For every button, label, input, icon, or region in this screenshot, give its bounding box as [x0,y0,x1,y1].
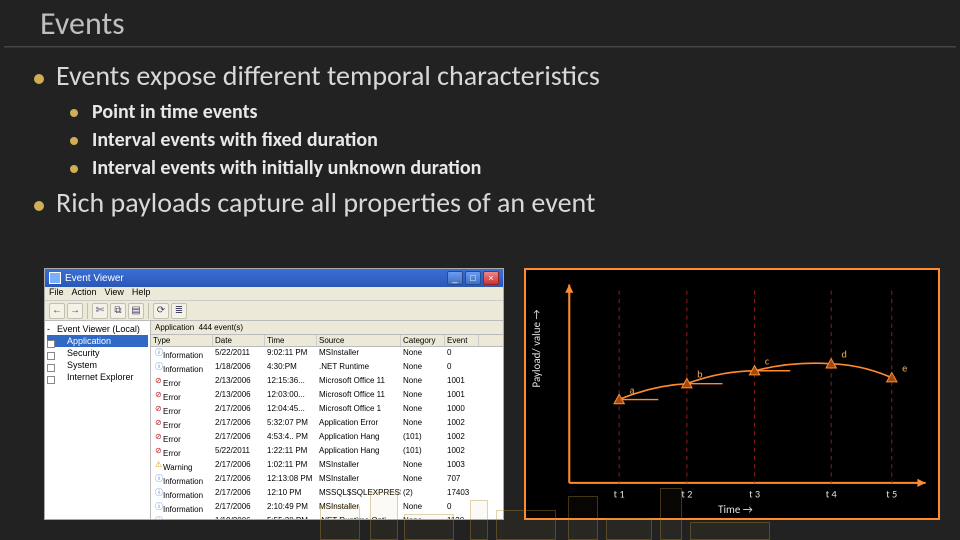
menu-file[interactable]: File [49,287,64,300]
rows-container[interactable]: ⓘInformation5/22/20119:02:11 PMMSInstall… [151,347,503,519]
minimize-button[interactable]: _ [447,271,463,285]
bullet-text: Events expose different temporal charact… [56,58,600,93]
info-icon: ⓘ [153,487,163,498]
col-event[interactable]: Event [445,335,479,346]
col-time[interactable]: Time [265,335,317,346]
svg-text:t 5: t 5 [886,487,897,500]
table-row[interactable]: ⊘Error2/13/200612:15:36...Microsoft Offi… [151,375,503,389]
bullet-text: Rich payloads capture all properties of … [56,185,595,220]
menubar[interactable]: File Action View Help [45,287,503,301]
info-icon: ⓘ [153,501,163,512]
toolbar: ← → ✄ ⧉ ▤ ⟳ ≣ [45,301,503,321]
event-viewer-window: Event Viewer _ □ × File Action View Help… [44,268,504,520]
svg-text:t 2: t 2 [681,487,692,500]
menu-view[interactable]: View [105,287,124,300]
tree-root[interactable]: Event Viewer (Local) [47,323,148,335]
table-row[interactable]: ⚠Warning2/17/20061:02:11 PMMSInstallerNo… [151,459,503,473]
svg-text:c: c [765,355,770,368]
table-row[interactable]: ⊘Error5/22/20111:22:11 PMApplication Han… [151,445,503,459]
tree-item-application[interactable]: Application [47,335,148,347]
table-row[interactable]: ⓘInformation2/17/20062:10:49 PMMSInstall… [151,501,503,515]
info-icon: ⓘ [153,361,163,372]
forward-button[interactable]: → [67,303,83,319]
refresh-icon[interactable]: ⟳ [153,303,169,319]
table-row[interactable]: ⓘInformation1/18/20064:30:PM.NET Runtime… [151,361,503,375]
list-pane: Application 444 event(s) Type Date Time … [151,321,503,519]
tree-pane[interactable]: Event Viewer (Local) Application Securit… [45,321,151,519]
event-viewer-body: Event Viewer (Local) Application Securit… [45,321,503,519]
col-type[interactable]: Type [151,335,213,346]
sub-bullet-text: Interval events with initially unknown d… [92,156,481,180]
col-source[interactable]: Source [317,335,401,346]
payload-chart: Payload/ value → t 1 t 2 t 3 t 4 t 5 a b c d e Ti… [524,268,940,520]
err-icon: ⊘ [153,417,163,428]
table-row[interactable]: ⊘Error2/17/20064:53:4.. PMApplication Ha… [151,431,503,445]
y-axis-label: Payload/ value → [530,310,543,388]
column-headers[interactable]: Type Date Time Source Category Event [151,335,503,347]
back-button[interactable]: ← [49,303,65,319]
info-icon: ⓘ [153,347,163,358]
content-area: Events expose different temporal charact… [30,58,940,224]
window-title: Event Viewer [65,273,124,284]
window-titlebar[interactable]: Event Viewer _ □ × [45,269,503,287]
panels-row: Event Viewer _ □ × File Action View Help… [44,268,940,520]
copy-icon[interactable]: ⧉ [110,303,126,319]
tree-item-ie[interactable]: Internet Explorer [47,371,148,383]
list-icon[interactable]: ≣ [171,303,187,319]
table-row[interactable]: ⓘInformation2/17/200612:10 PMMSSQL$SQLEX… [151,487,503,501]
bullet-list-lvl1: Events expose different temporal charact… [30,58,940,220]
sub-bullet-item: Interval events with initially unknown d… [70,155,940,181]
err-icon: ⊘ [153,375,163,386]
properties-icon[interactable]: ▤ [128,303,144,319]
sub-bullet-text: Interval events with fixed duration [92,128,378,152]
title-divider [4,46,956,48]
sub-bullet-item: Point in time events [70,99,940,125]
svg-text:b: b [697,367,703,380]
menu-action[interactable]: Action [72,287,97,300]
menu-help[interactable]: Help [132,287,151,300]
bullet-item: Events expose different temporal charact… [30,58,940,181]
close-button[interactable]: × [483,271,499,285]
svg-text:e: e [902,361,907,374]
err-icon: ⊘ [153,431,163,442]
sub-bullet-text: Point in time events [92,100,258,124]
table-row[interactable]: ⊘Error2/13/200612:03:00...Microsoft Offi… [151,389,503,403]
maximize-button[interactable]: □ [465,271,481,285]
info-icon: ⓘ [153,515,163,519]
page-title: Events [40,4,125,43]
table-row[interactable]: ⓘInformation2/17/200612:13:08 PMMSInstal… [151,473,503,487]
err-icon: ⊘ [153,389,163,400]
err-icon: ⊘ [153,403,163,414]
svg-text:t 3: t 3 [749,487,760,500]
col-date[interactable]: Date [213,335,265,346]
err-icon: ⊘ [153,445,163,456]
bullet-item: Rich payloads capture all properties of … [30,185,940,220]
cut-icon[interactable]: ✄ [92,303,108,319]
bullet-list-lvl2: Point in time events Interval events wit… [70,99,940,181]
table-row[interactable]: ⓘInformation5/22/20119:02:11 PMMSInstall… [151,347,503,361]
col-category[interactable]: Category [401,335,445,346]
x-axis-label: Time → [718,503,753,516]
table-row[interactable]: ⊘Error2/17/20065:32:07 PMApplication Err… [151,417,503,431]
svg-text:t 1: t 1 [614,487,625,500]
info-icon: ⓘ [153,473,163,484]
sub-bullet-item: Interval events with fixed duration [70,127,940,153]
svg-text:t 4: t 4 [826,487,838,500]
tree-item-system[interactable]: System [47,359,148,371]
svg-text:a: a [629,383,634,396]
list-header: Application 444 event(s) [151,321,503,335]
table-row[interactable]: ⊘Error2/17/200612:04:45...Microsoft Offi… [151,403,503,417]
svg-text:d: d [841,348,846,361]
warn-icon: ⚠ [153,459,163,470]
app-icon [49,272,61,284]
table-row[interactable]: ⓘInformation1/19/20065:55:30 PM.NET Runt… [151,515,503,519]
tree-item-security[interactable]: Security [47,347,148,359]
chart-svg: t 1 t 2 t 3 t 4 t 5 a b c d e [526,270,938,518]
